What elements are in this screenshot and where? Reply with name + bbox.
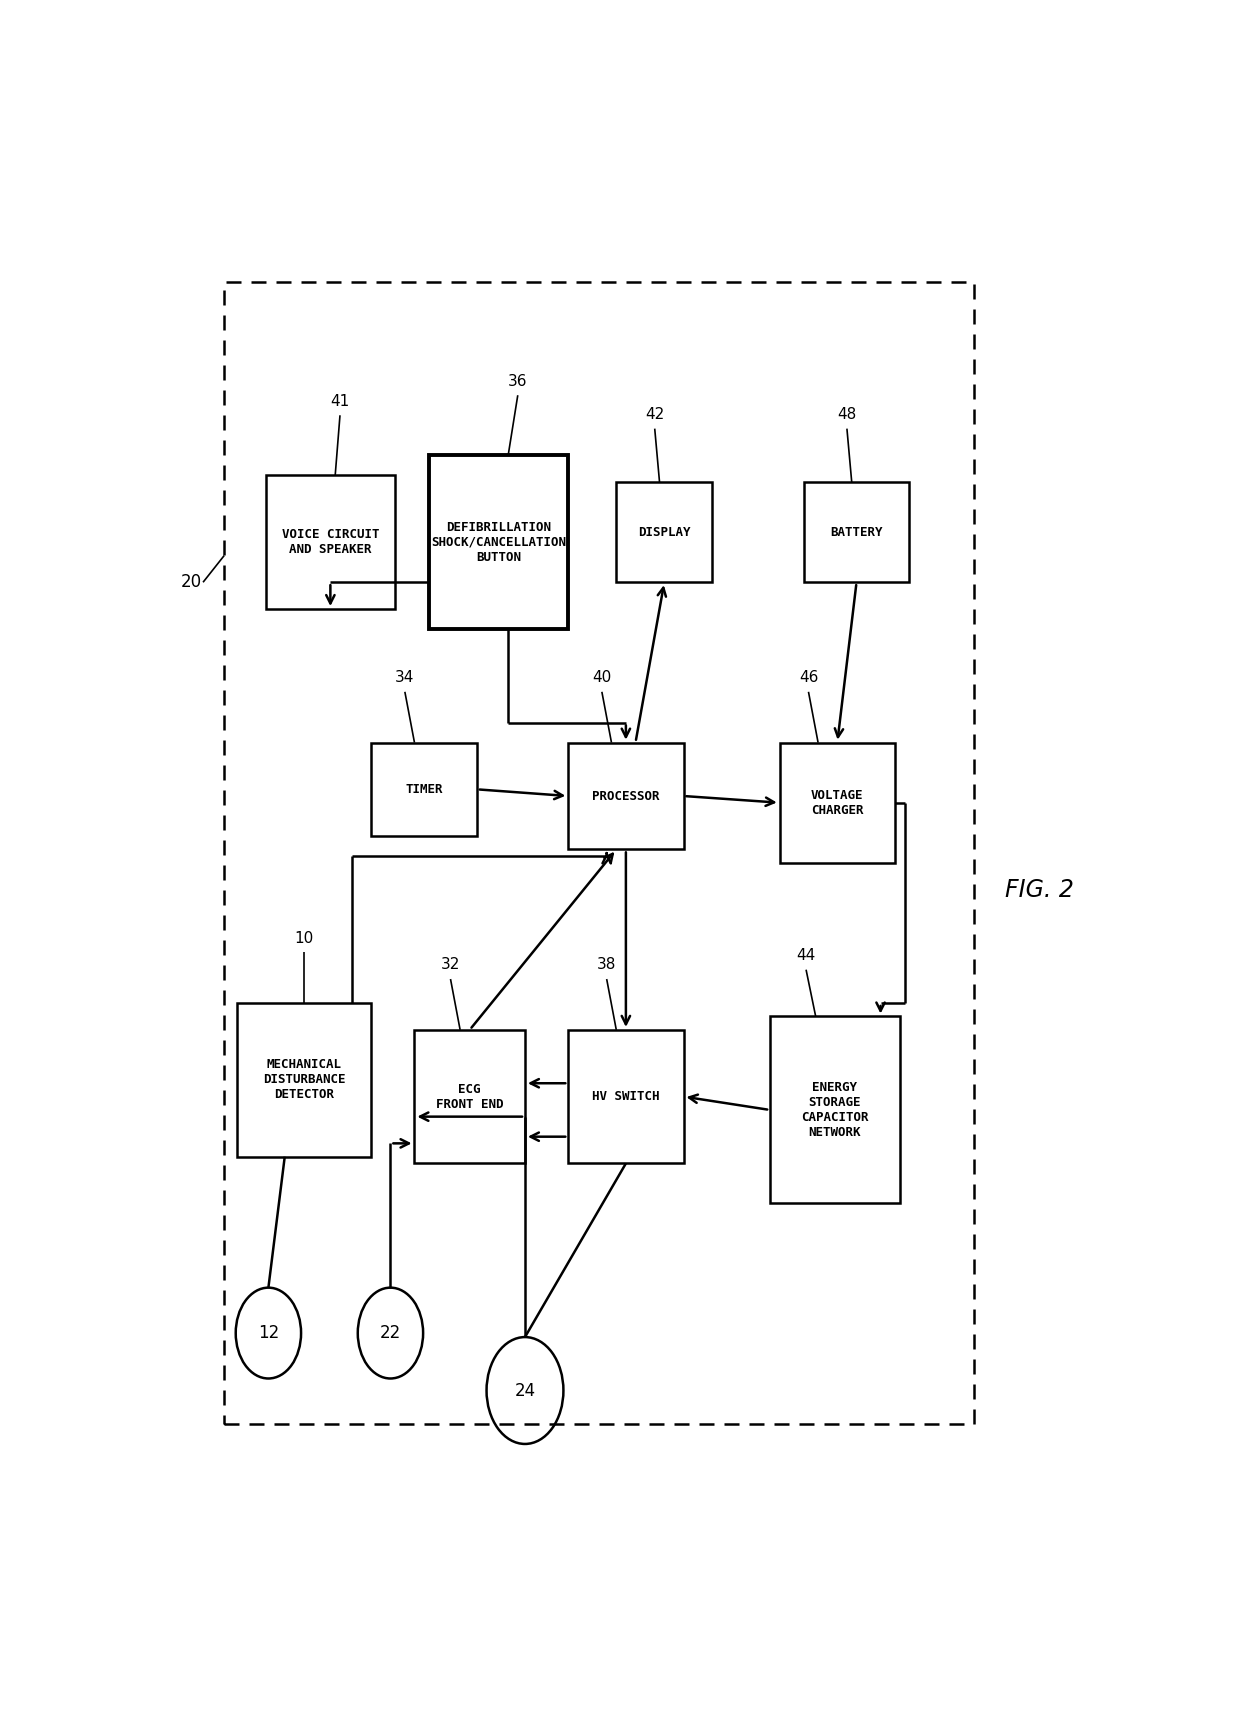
Bar xyxy=(804,482,909,583)
Text: 40: 40 xyxy=(593,670,611,685)
Text: VOLTAGE
CHARGER: VOLTAGE CHARGER xyxy=(811,789,863,817)
Text: 38: 38 xyxy=(596,958,616,972)
Bar xyxy=(616,482,712,583)
Text: 42: 42 xyxy=(645,408,665,422)
Text: 44: 44 xyxy=(796,947,816,963)
Bar xyxy=(568,1031,683,1164)
Text: 34: 34 xyxy=(396,670,414,685)
Bar xyxy=(371,743,477,836)
Bar xyxy=(568,743,683,850)
Text: 32: 32 xyxy=(441,958,460,972)
Bar xyxy=(770,1017,900,1204)
Text: 22: 22 xyxy=(379,1324,401,1343)
Text: TIMER: TIMER xyxy=(405,782,443,796)
Text: 24: 24 xyxy=(515,1381,536,1400)
Text: DISPLAY: DISPLAY xyxy=(639,526,691,538)
Text: 20: 20 xyxy=(181,573,202,592)
Text: 36: 36 xyxy=(508,373,527,389)
Text: 41: 41 xyxy=(330,394,350,409)
Bar xyxy=(414,1031,525,1164)
Bar xyxy=(224,281,973,1424)
Text: 48: 48 xyxy=(837,408,857,422)
Text: MECHANICAL
DISTURBANCE
DETECTOR: MECHANICAL DISTURBANCE DETECTOR xyxy=(263,1058,345,1102)
Text: 12: 12 xyxy=(258,1324,279,1343)
Text: HV SWITCH: HV SWITCH xyxy=(593,1090,660,1103)
Text: ECG
FRONT END: ECG FRONT END xyxy=(436,1083,503,1110)
Text: ENERGY
STORAGE
CAPACITOR
NETWORK: ENERGY STORAGE CAPACITOR NETWORK xyxy=(801,1081,869,1138)
Bar xyxy=(780,743,895,862)
Text: BATTERY: BATTERY xyxy=(831,526,883,538)
Bar xyxy=(237,1003,371,1157)
Text: VOICE CIRCUIT
AND SPEAKER: VOICE CIRCUIT AND SPEAKER xyxy=(281,527,379,557)
Bar xyxy=(429,455,568,630)
Text: FIG. 2: FIG. 2 xyxy=(1004,878,1074,902)
Text: DEFIBRILLATION
SHOCK/CANCELLATION
BUTTON: DEFIBRILLATION SHOCK/CANCELLATION BUTTON xyxy=(432,520,565,564)
Text: PROCESSOR: PROCESSOR xyxy=(593,789,660,803)
Text: 10: 10 xyxy=(294,930,314,946)
Text: 46: 46 xyxy=(799,670,818,685)
Bar xyxy=(265,475,396,609)
